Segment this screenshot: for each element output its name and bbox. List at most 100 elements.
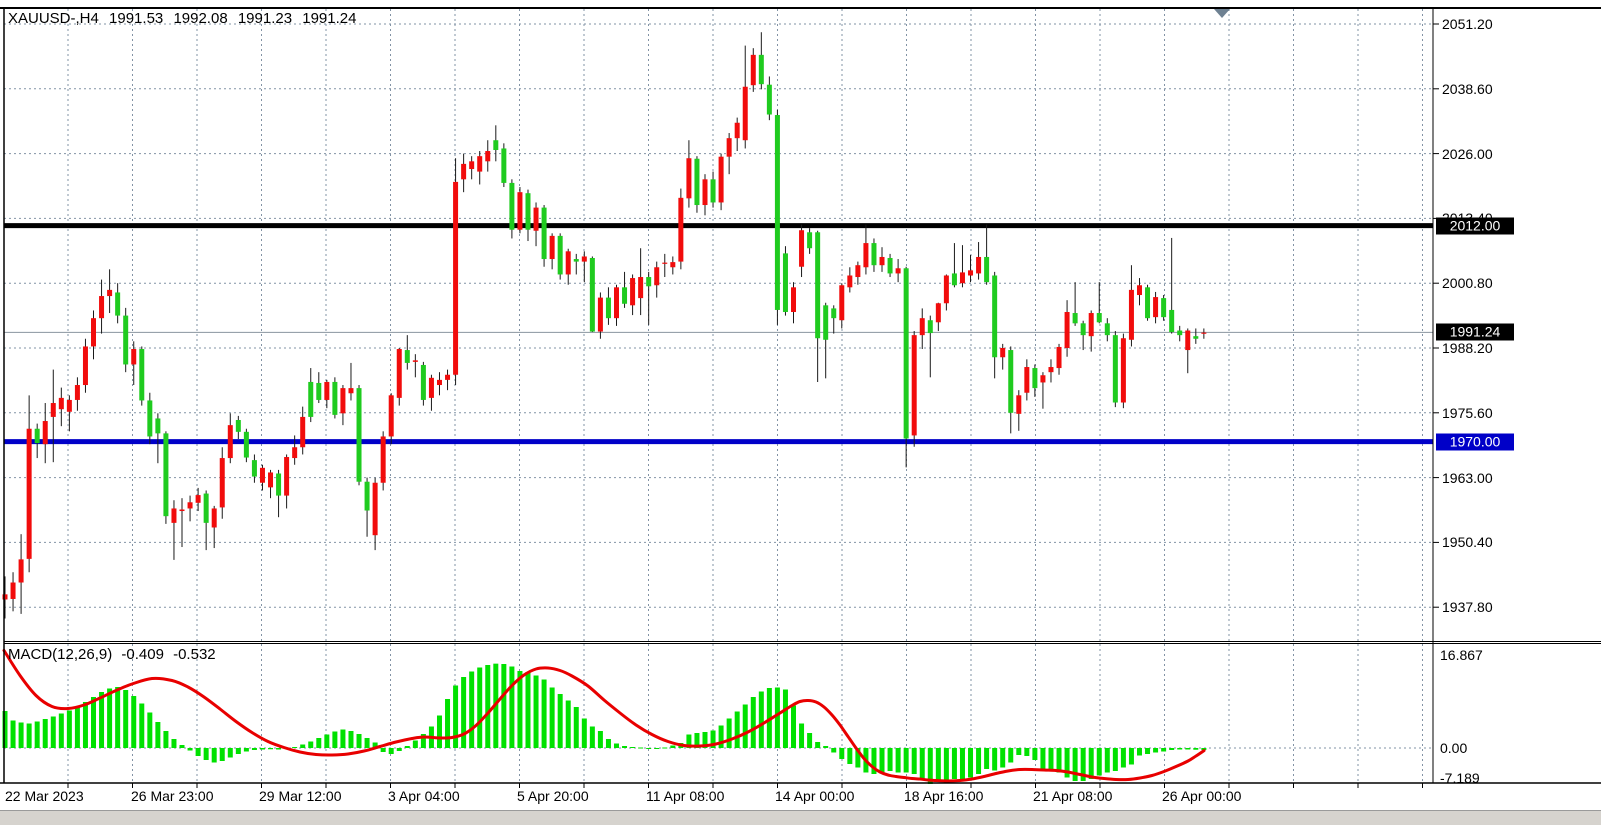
candle-body-up: [654, 267, 660, 286]
macd-histogram-bar: [903, 748, 909, 773]
macd-histogram-bar: [235, 748, 241, 754]
macd-histogram-bar: [1161, 748, 1167, 752]
candle-body-up: [82, 346, 88, 386]
price-axis-label[interactable]: 1975.60: [1442, 404, 1493, 421]
candle-body-up: [284, 457, 290, 496]
macd-histogram-bar: [831, 748, 837, 753]
price-axis-label[interactable]: 2000.80: [1442, 275, 1493, 292]
candle-body-down: [139, 349, 145, 401]
candle-body-down: [992, 275, 998, 358]
candle-body-up: [1201, 332, 1207, 334]
time-axis-label[interactable]: 22 Mar 2023: [5, 788, 84, 804]
macd-histogram-bar: [670, 745, 676, 748]
candle-body-down: [404, 350, 410, 363]
price-axis-label[interactable]: 2038.60: [1442, 80, 1493, 97]
price-axis-label[interactable]: 2026.00: [1442, 145, 1493, 162]
time-axis-label[interactable]: 21 Apr 08:00: [1033, 788, 1113, 804]
macd-histogram-bar: [557, 694, 563, 748]
candle-body-down: [782, 253, 788, 312]
macd-histogram-bar: [82, 702, 88, 748]
macd-histogram-bar: [1072, 748, 1078, 781]
time-axis-label[interactable]: 11 Apr 08:00: [646, 788, 725, 804]
macd-histogram-bar: [774, 687, 780, 748]
candle-body-up: [292, 447, 298, 459]
candle-body-down: [1072, 313, 1078, 324]
candle-body-up: [396, 349, 402, 398]
macd-main-value: -0.409: [121, 646, 164, 663]
macd-histogram-bar: [195, 748, 201, 756]
candle-body-up: [597, 297, 603, 332]
candle-body-down: [332, 381, 338, 415]
macd-histogram-bar: [147, 712, 153, 748]
time-axis-label[interactable]: 3 Apr 04:00: [388, 788, 460, 804]
macd-histogram-bar: [1112, 748, 1118, 771]
candle-body-up: [227, 425, 233, 459]
candle-body-down: [710, 179, 716, 203]
candle-body-down: [1008, 350, 1014, 413]
macd-histogram-bar: [710, 730, 716, 748]
macd-histogram-bar: [251, 748, 257, 750]
macd-histogram-bar: [50, 716, 56, 748]
time-axis-label[interactable]: 26 Apr 00:00: [1162, 788, 1242, 804]
macd-histogram-bar: [992, 748, 998, 771]
candle-body-up: [702, 179, 708, 206]
candle-body-down: [831, 308, 837, 319]
macd-histogram-bar: [139, 703, 145, 748]
candle-body-down: [1096, 313, 1102, 323]
candle-body-up: [517, 192, 523, 230]
candle-body-up: [195, 495, 201, 503]
candle-body-up: [919, 318, 925, 336]
price-axis-label[interactable]: 1950.40: [1442, 534, 1493, 551]
macd-histogram-bar: [630, 747, 636, 748]
macd-histogram-bar: [742, 704, 748, 748]
candle-body-up: [839, 285, 845, 321]
candle-body-up: [26, 428, 32, 559]
symbol-period-label: XAUUSD-,H4: [8, 10, 99, 27]
macd-histogram-bar: [734, 711, 740, 748]
macd-histogram-bar: [396, 748, 402, 751]
candle-body-up: [179, 509, 185, 512]
candle-body-up: [461, 163, 467, 180]
time-axis-label[interactable]: 18 Apr 16:00: [904, 788, 984, 804]
shift-marker-triangle[interactable]: [1214, 9, 1230, 18]
candle-body-down: [774, 115, 780, 310]
macd-histogram-bar: [589, 726, 595, 748]
price-axis-label[interactable]: 2051.20: [1442, 16, 1493, 32]
candle-body-up: [718, 156, 724, 203]
macd-histogram-bar: [847, 748, 853, 764]
candle-body-up: [259, 467, 265, 483]
time-axis-label[interactable]: 5 Apr 20:00: [517, 788, 589, 804]
macd-histogram-bar: [404, 746, 410, 748]
time-axis-label[interactable]: 14 Apr 00:00: [775, 788, 855, 804]
macd-histogram-bar: [91, 697, 97, 748]
macd-histogram-bar: [340, 729, 346, 748]
macd-histogram-bar: [1120, 748, 1126, 768]
macd-histogram-bar: [782, 689, 788, 748]
macd-histogram-bar: [533, 675, 539, 748]
candle-body-up: [565, 251, 571, 275]
price-axis-label[interactable]: 1988.20: [1442, 340, 1493, 356]
macd-histogram-bar: [758, 691, 764, 748]
candle-body-up: [750, 54, 756, 86]
macd-histogram-bar: [1016, 748, 1022, 755]
candle-body-down: [509, 182, 515, 230]
macd-histogram-bar: [477, 667, 483, 748]
candle-body-up: [388, 395, 394, 437]
candle-body-up: [968, 270, 974, 276]
price-axis-label[interactable]: 1963.00: [1442, 469, 1493, 486]
macd-histogram-bar: [911, 748, 917, 774]
candle-body-up: [1064, 312, 1070, 348]
macd-indicator-label: MACD(12,26,9) -0.409 -0.532: [8, 646, 221, 663]
time-axis-label[interactable]: 29 Mar 12:00: [259, 788, 342, 804]
macd-histogram-bar: [1096, 748, 1102, 776]
macd-histogram-bar: [919, 748, 925, 779]
candle-body-up: [1088, 313, 1094, 337]
macd-histogram-bar: [613, 743, 619, 748]
macd-histogram-bar: [799, 723, 805, 748]
time-axis-label[interactable]: 26 Mar 23:00: [131, 788, 214, 804]
candle-body-down: [123, 315, 129, 365]
candle-body-up: [348, 388, 354, 394]
candle-body-up: [895, 268, 901, 274]
price-axis-label[interactable]: 1937.80: [1442, 599, 1493, 616]
